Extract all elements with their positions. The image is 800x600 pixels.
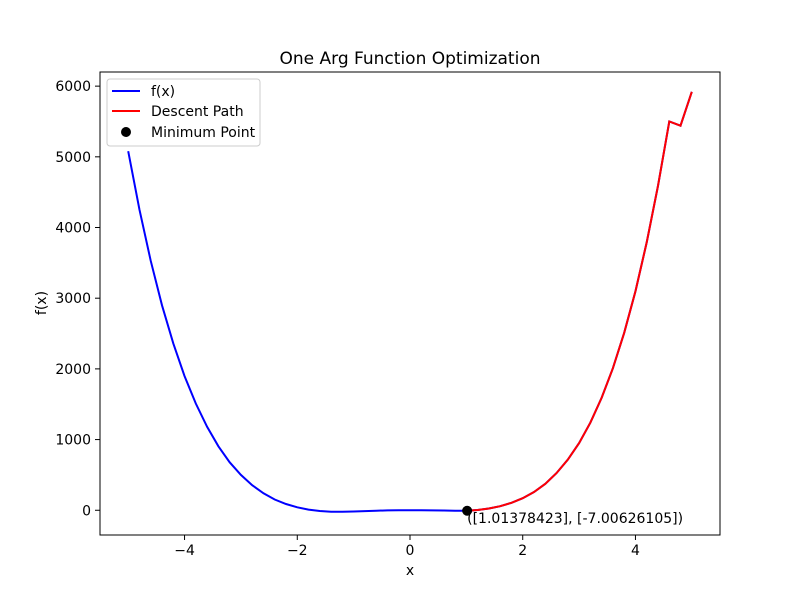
- y-axis-ticks: 0 1000 2000 3000 4000 5000 6000: [55, 79, 100, 519]
- minimum-point-marker: [462, 505, 473, 516]
- chart-title: One Arg Function Optimization: [280, 49, 541, 69]
- x-tick-label: −2: [287, 543, 308, 559]
- legend-box: [106, 78, 261, 147]
- y-tick-label: 6000: [55, 79, 91, 95]
- legend: f(x) Descent Path Minimum Point: [106, 78, 261, 147]
- y-tick-label: 2000: [55, 362, 91, 378]
- legend-label-descent-path: Descent Path: [151, 104, 244, 120]
- y-tick-label: 3000: [55, 291, 91, 307]
- y-tick-label: 5000: [55, 150, 91, 166]
- legend-label-fx: f(x): [151, 84, 175, 100]
- y-tick-label: 4000: [55, 221, 91, 237]
- y-axis-label: f(x): [34, 291, 50, 315]
- y-tick-label: 1000: [55, 433, 91, 449]
- minimum-point-annotation: ([1.01378423], [-7.00626105]): [467, 511, 683, 527]
- legend-label-minimum-point: Minimum Point: [151, 125, 256, 141]
- x-tick-label: 0: [406, 543, 415, 559]
- y-tick-label: 0: [82, 503, 91, 519]
- x-axis-ticks: −4 −2 0 2 4: [174, 535, 640, 559]
- x-tick-label: 4: [631, 543, 640, 559]
- x-tick-label: 2: [518, 543, 527, 559]
- x-tick-label: −4: [174, 543, 195, 559]
- legend-swatch-minimum-point: [121, 127, 131, 137]
- series-line-descent-path: [467, 91, 693, 512]
- x-axis-label: x: [406, 563, 414, 579]
- plot-area: ([1.01378423], [-7.00626105]): [127, 91, 693, 527]
